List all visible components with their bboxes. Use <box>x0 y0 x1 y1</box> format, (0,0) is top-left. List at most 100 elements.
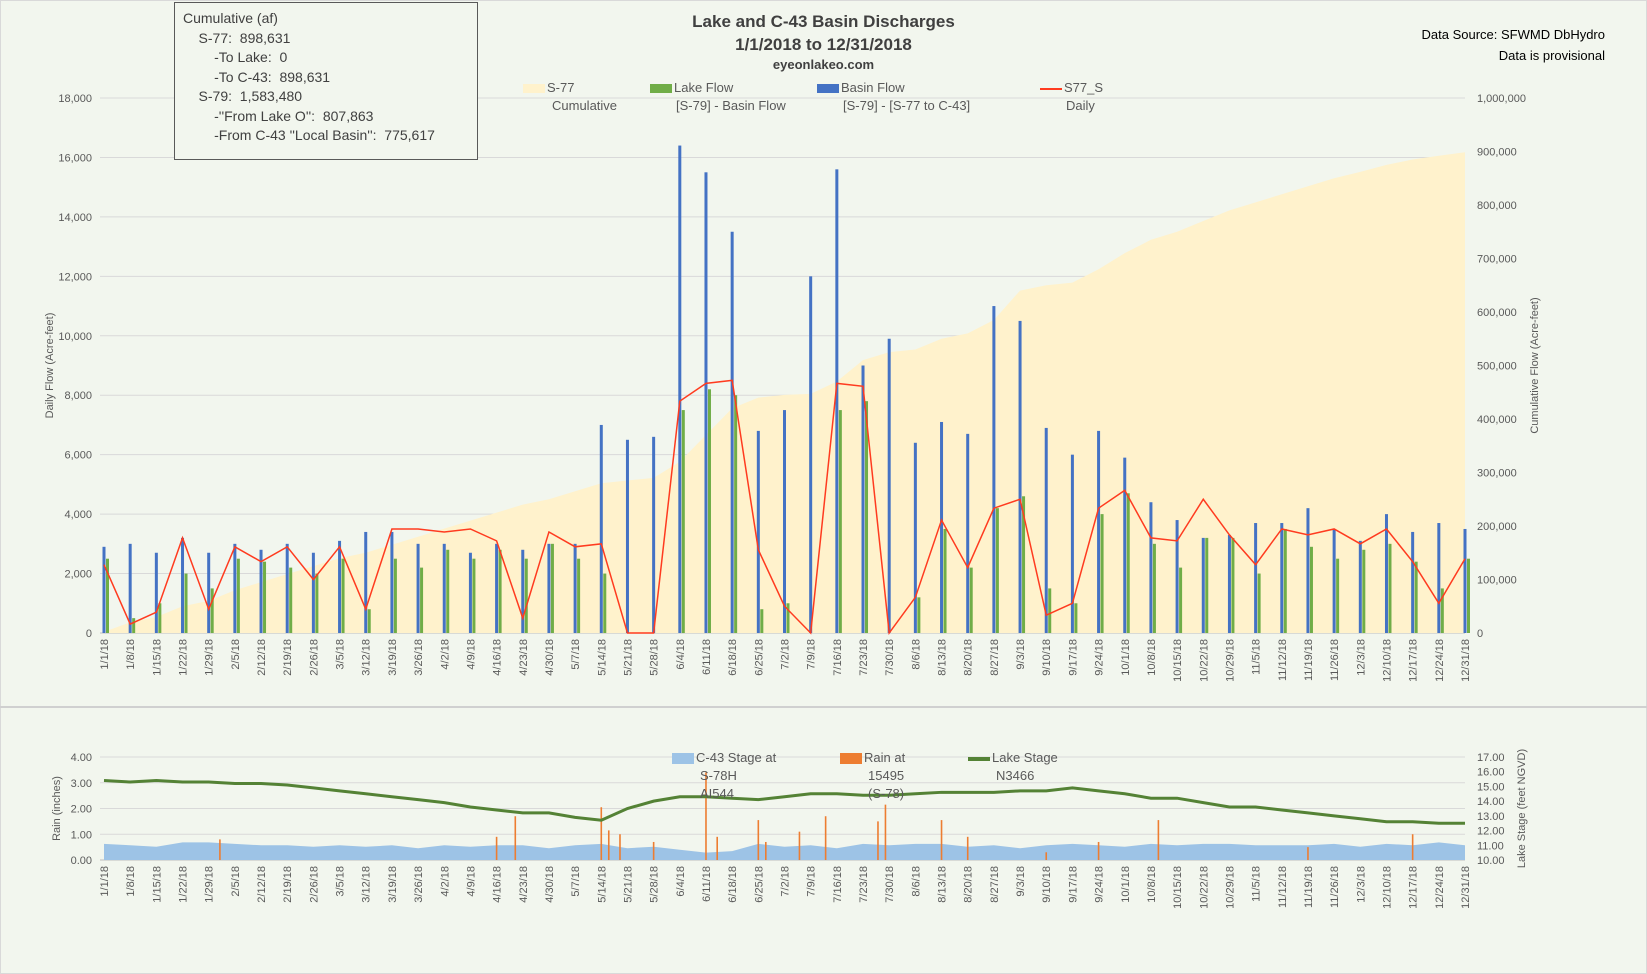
y2-tick-label: 14.00 <box>1477 796 1505 808</box>
lake-flow-bar <box>1309 546 1313 633</box>
x-tick-label: 12/17/18 <box>1408 866 1420 909</box>
legend-item-rain: Rain at 15495 (S-78) <box>840 749 905 803</box>
x-tick-label: 5/14/18 <box>596 639 608 676</box>
lake-flow-bar <box>106 558 109 633</box>
legend-label: [S-79] - Basin Flow <box>676 98 786 113</box>
x-tick-label: 12/31/18 <box>1460 866 1472 909</box>
info-line: Cumulative (af) <box>183 10 278 26</box>
x-tick-label: 3/12/18 <box>361 639 373 676</box>
basin-flow-bar <box>495 543 499 633</box>
x-tick-label: 5/21/18 <box>622 639 634 676</box>
legend-label: Rain at <box>864 750 906 765</box>
lake-flow-bar <box>446 549 450 633</box>
legend-item-s77-daily: S77_S Daily <box>1040 79 1103 115</box>
x-tick-label: 3/26/18 <box>413 639 425 676</box>
x-tick-label: 12/24/18 <box>1434 639 1446 682</box>
x-tick-label: 12/3/18 <box>1355 639 1367 676</box>
y2-tick-label: 15.00 <box>1477 781 1505 793</box>
legend-label: Lake Stage <box>992 750 1058 765</box>
basin-flow-bar <box>1201 537 1205 633</box>
basin-flow-bar <box>181 537 185 633</box>
basin-flow-bar <box>207 552 211 633</box>
c43-stage-area <box>104 842 1465 860</box>
x-tick-label: 1/15/18 <box>151 639 163 676</box>
x-tick-label: 11/19/18 <box>1303 639 1315 681</box>
legend-label: 15495 <box>868 768 905 783</box>
x-tick-label: 9/24/18 <box>1094 639 1106 676</box>
x-tick-label: 7/30/18 <box>884 639 896 676</box>
lake-flow-bar <box>1336 558 1340 633</box>
basin-flow-bar <box>704 172 708 634</box>
x-tick-label: 11/26/18 <box>1329 639 1341 681</box>
x-tick-label: 12/10/18 <box>1381 639 1393 682</box>
y2-tick-label: 11.00 <box>1477 840 1504 852</box>
data-source: Data Source: SFWMD DbHydro <box>1421 27 1606 42</box>
legend-label: S-77 <box>547 80 575 95</box>
legend-label: Cumulative <box>552 98 618 113</box>
rain-bar <box>966 836 969 860</box>
lake-flow-bar <box>1257 573 1261 633</box>
legend-item-c43-stage: C-43 Stage at S-78H AI544 <box>672 749 776 803</box>
lake-stage-line <box>103 779 1465 825</box>
basin-flow-bar <box>1097 430 1101 633</box>
basin-flow-bar <box>783 410 786 633</box>
y-tick-label: 8,000 <box>64 390 92 402</box>
legend-label: (S-78) <box>868 786 905 801</box>
y2-tick-label: 16.00 <box>1477 767 1505 779</box>
basin-flow-bar <box>285 543 289 633</box>
lake-flow-bar <box>1100 514 1104 633</box>
y-tick-label: 18,000 <box>58 93 92 105</box>
rain-bar <box>495 836 498 860</box>
x-tick-label: 11/26/18 <box>1329 866 1341 908</box>
x-tick-label: 7/16/18 <box>832 639 844 676</box>
basin-flow-bar <box>259 549 263 633</box>
lake-flow-bar <box>289 567 293 633</box>
x-tick-label: 6/18/18 <box>727 639 739 676</box>
y2-tick-label: 800,000 <box>1477 200 1517 212</box>
lake-flow-bar <box>577 558 581 633</box>
x-tick-label: 12/24/18 <box>1434 866 1446 909</box>
basin-flow-bar <box>154 552 158 633</box>
x-tick-label: 1/8/18 <box>125 866 137 897</box>
x-tick-label: 7/23/18 <box>858 639 870 676</box>
x-tick-label: 1/8/18 <box>125 639 137 670</box>
y-tick-label: 6,000 <box>64 450 92 462</box>
basin-flow-bar <box>1463 528 1467 633</box>
basin-flow-bar <box>599 424 603 633</box>
basin-flow-bar <box>835 169 839 634</box>
y2-tick-label: 10.00 <box>1477 855 1505 867</box>
rain-bar <box>607 830 610 860</box>
y-tick-label: 2.00 <box>71 804 92 816</box>
y-tick-label: 0.00 <box>71 855 92 867</box>
basin-flow-bar <box>809 276 813 633</box>
x-tick-label: 1/29/18 <box>204 866 216 903</box>
x-tick-label: 10/22/18 <box>1198 639 1210 682</box>
rain-bar <box>765 841 767 860</box>
x-tick-label: 4/23/18 <box>518 866 530 903</box>
x-tick-label: 7/9/18 <box>806 866 818 897</box>
lake-flow-bar <box>1205 537 1209 633</box>
x-tick-label: 4/16/18 <box>492 639 504 676</box>
lake-flow-bar <box>420 567 424 633</box>
x-tick-label: 5/21/18 <box>622 866 634 903</box>
basin-flow-bar <box>468 552 472 633</box>
lake-flow-bar <box>524 558 528 633</box>
x-tick-label: 8/6/18 <box>910 866 922 897</box>
x-tick-label: 3/5/18 <box>335 639 347 670</box>
lake-flow-bar <box>1126 493 1130 633</box>
y-tick-label: 0 <box>86 628 92 640</box>
lake-flow-bar <box>603 573 607 633</box>
x-tick-label: 2/19/18 <box>282 866 294 903</box>
lake-flow-bar <box>263 561 267 633</box>
x-tick-label: 2/19/18 <box>282 639 294 676</box>
y-tick-label: 10,000 <box>58 331 92 343</box>
lake-flow-bar <box>1414 561 1418 633</box>
s77-daily-line <box>103 379 1466 636</box>
legend-swatch <box>523 84 545 94</box>
x-tick-label: 6/25/18 <box>753 639 765 676</box>
x-tick-label: 1/1/18 <box>99 639 111 670</box>
x-tick-label: 10/22/18 <box>1198 866 1210 909</box>
y2-tick-label: 0 <box>1477 628 1483 640</box>
x-tick-label: 4/23/18 <box>518 639 530 676</box>
basin-flow-bar <box>756 430 760 633</box>
